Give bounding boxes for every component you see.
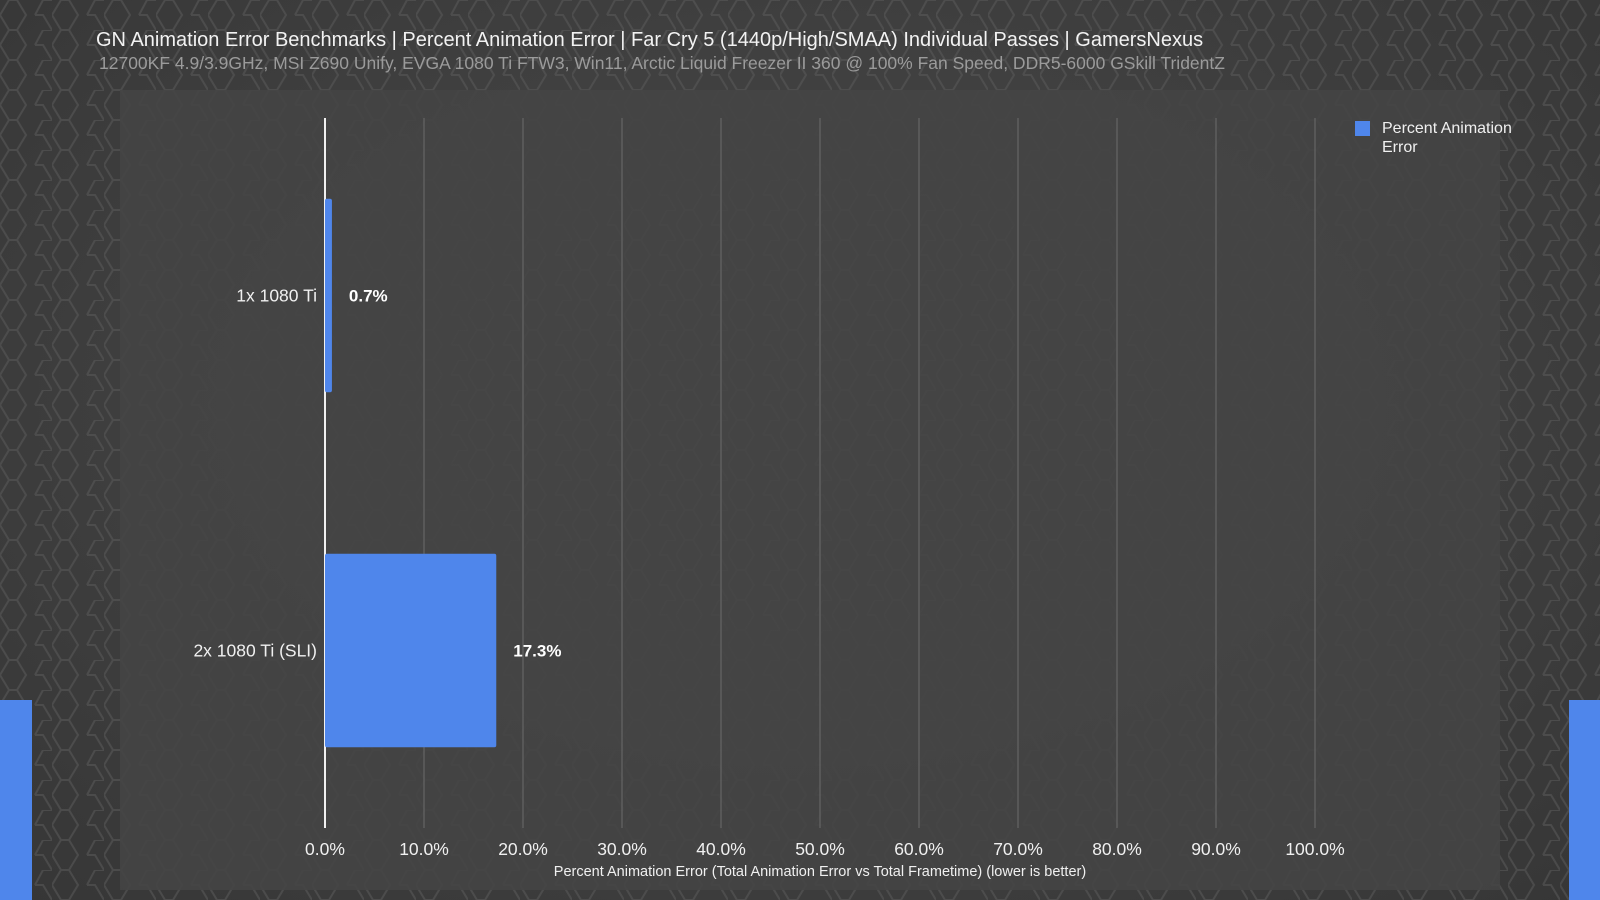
category-label: 1x 1080 Ti	[236, 286, 317, 306]
x-tick-label: 40.0%	[696, 839, 746, 859]
category-label: 2x 1080 Ti (SLI)	[193, 641, 317, 661]
x-axis-title: Percent Animation Error (Total Animation…	[554, 864, 1086, 880]
x-tick-label: 30.0%	[597, 839, 647, 859]
x-tick-label: 50.0%	[795, 839, 845, 859]
bar-value-label: 0.7%	[349, 287, 388, 306]
x-tick-label: 0.0%	[305, 839, 345, 859]
x-tick-label: 70.0%	[993, 839, 1043, 859]
chart-subtitle: 12700KF 4.9/3.9GHz, MSI Z690 Unify, EVGA…	[99, 53, 1225, 73]
bar	[325, 553, 497, 748]
x-tick-label: 90.0%	[1191, 839, 1241, 859]
right-accent-bar	[1569, 700, 1600, 900]
x-tick-label: 100.0%	[1285, 839, 1344, 859]
legend: Percent Animation Error	[1355, 119, 1535, 157]
x-tick-label: 60.0%	[894, 839, 944, 859]
chart-title: GN Animation Error Benchmarks | Percent …	[96, 29, 1204, 51]
legend-label: Percent Animation Error	[1382, 120, 1512, 156]
bar-value-label: 17.3%	[513, 642, 561, 661]
x-tick-label: 80.0%	[1092, 839, 1142, 859]
bar	[325, 198, 332, 393]
x-tick-label: 20.0%	[498, 839, 548, 859]
x-tick-label: 10.0%	[399, 839, 449, 859]
legend-swatch	[1355, 121, 1370, 136]
left-accent-bar	[0, 700, 32, 900]
